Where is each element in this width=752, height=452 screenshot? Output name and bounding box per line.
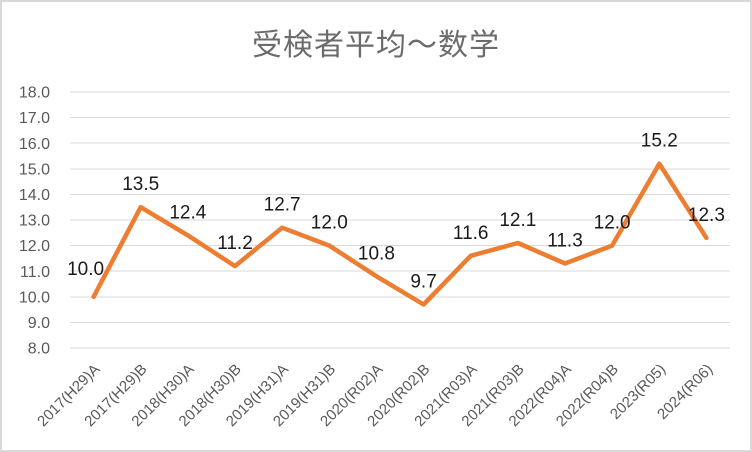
data-label: 11.3	[547, 231, 583, 252]
data-label: 11.6	[453, 223, 489, 244]
y-tick-label: 16.0	[19, 136, 50, 153]
y-tick-label: 12.0	[19, 238, 50, 255]
chart-title: 受検者平均～数学	[252, 29, 500, 62]
data-label: 12.7	[264, 195, 301, 216]
y-tick-label: 15.0	[19, 161, 50, 178]
data-label: 12.0	[594, 213, 631, 234]
y-tick-label: 11.0	[20, 264, 50, 281]
y-tick-label: 14.0	[19, 187, 50, 204]
y-tick-label: 8.0	[28, 341, 50, 358]
data-label: 10.0	[67, 259, 104, 280]
y-tick-label: 9.0	[28, 315, 50, 332]
data-label: 15.2	[641, 131, 678, 152]
data-label: 12.1	[499, 210, 536, 231]
data-label: 9.7	[410, 271, 436, 292]
y-tick-label: 18.0	[19, 85, 50, 102]
data-label: 13.5	[122, 174, 159, 195]
data-label: 12.0	[311, 213, 348, 234]
y-tick-label: 13.0	[19, 213, 50, 230]
y-tick-label: 17.0	[19, 110, 50, 127]
data-label: 12.3	[688, 205, 725, 226]
series-line	[91, 161, 709, 307]
data-label: 12.4	[169, 202, 206, 223]
data-label: 10.8	[358, 243, 395, 264]
y-tick-label: 10.0	[19, 289, 50, 306]
data-label: 11.2	[217, 233, 253, 254]
